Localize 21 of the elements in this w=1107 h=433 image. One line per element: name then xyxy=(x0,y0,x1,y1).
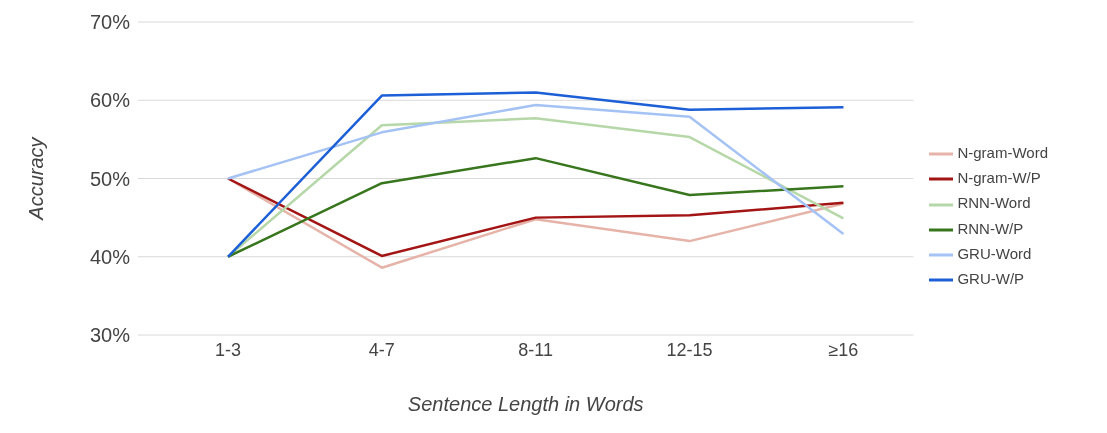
y-tick-label: 70% xyxy=(89,11,131,34)
legend-label: RNN-W/P xyxy=(957,219,1024,237)
y-axis-title: Accuracy xyxy=(25,136,48,221)
legend-label: N-gram-Word xyxy=(957,144,1048,162)
y-tick-label: 40% xyxy=(89,245,131,268)
x-tick-label: ≥16 xyxy=(828,339,859,360)
line-series xyxy=(226,91,845,258)
x-tick-label: 1-3 xyxy=(214,339,242,360)
legend-label: RNN-Word xyxy=(957,194,1031,212)
legend-label: GRU-W/P xyxy=(957,269,1025,287)
x-tick-label: 4-7 xyxy=(368,339,395,360)
x-tick-label: 8-11 xyxy=(518,339,554,360)
y-tick-label: 30% xyxy=(89,324,131,347)
legend-label: N-gram-W/P xyxy=(957,169,1041,187)
x-tick-label: 12-15 xyxy=(666,339,713,360)
line-series xyxy=(226,156,845,258)
y-tick-label: 50% xyxy=(89,167,131,190)
line-series xyxy=(226,103,845,236)
legend-label: GRU-Word xyxy=(957,244,1032,262)
y-tick-label: 60% xyxy=(89,89,131,112)
x-axis-title: Sentence Length in Words xyxy=(407,393,644,415)
